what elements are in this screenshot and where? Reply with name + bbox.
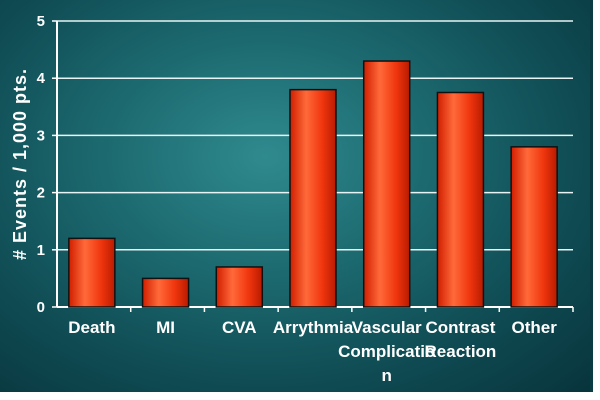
chart-background: 0 1 2 3 4 5 Death MI CVA Arrythmia Vascular Complic…: [0, 0, 593, 392]
x-tick-label: CVA: [222, 318, 257, 337]
bar: [215, 266, 264, 308]
y-axis-title: # Events / 1,000 pts.: [10, 68, 30, 260]
y-tick-label: 1: [37, 242, 45, 259]
y-tick-label: 5: [37, 13, 45, 30]
y-tick-label: 2: [37, 185, 45, 202]
bar: [362, 60, 411, 308]
bar: [68, 237, 116, 308]
x-tick-label: MI: [156, 318, 175, 337]
x-tick-label: Vascular Complicatio n: [338, 318, 435, 385]
x-tick-label: Arrythmia: [273, 318, 354, 337]
x-tick-label: Death: [68, 318, 115, 337]
y-tick-label: 0: [37, 299, 45, 316]
x-tick-label: Contrast Reaction: [425, 318, 497, 361]
bar: [289, 88, 337, 308]
bars: [68, 60, 558, 308]
y-tick-label: 3: [37, 127, 45, 144]
bar: [436, 91, 485, 308]
x-tick-label: Other: [511, 318, 557, 337]
bar: [141, 277, 190, 308]
bar: [510, 146, 558, 308]
y-tick-label: 4: [37, 70, 46, 87]
